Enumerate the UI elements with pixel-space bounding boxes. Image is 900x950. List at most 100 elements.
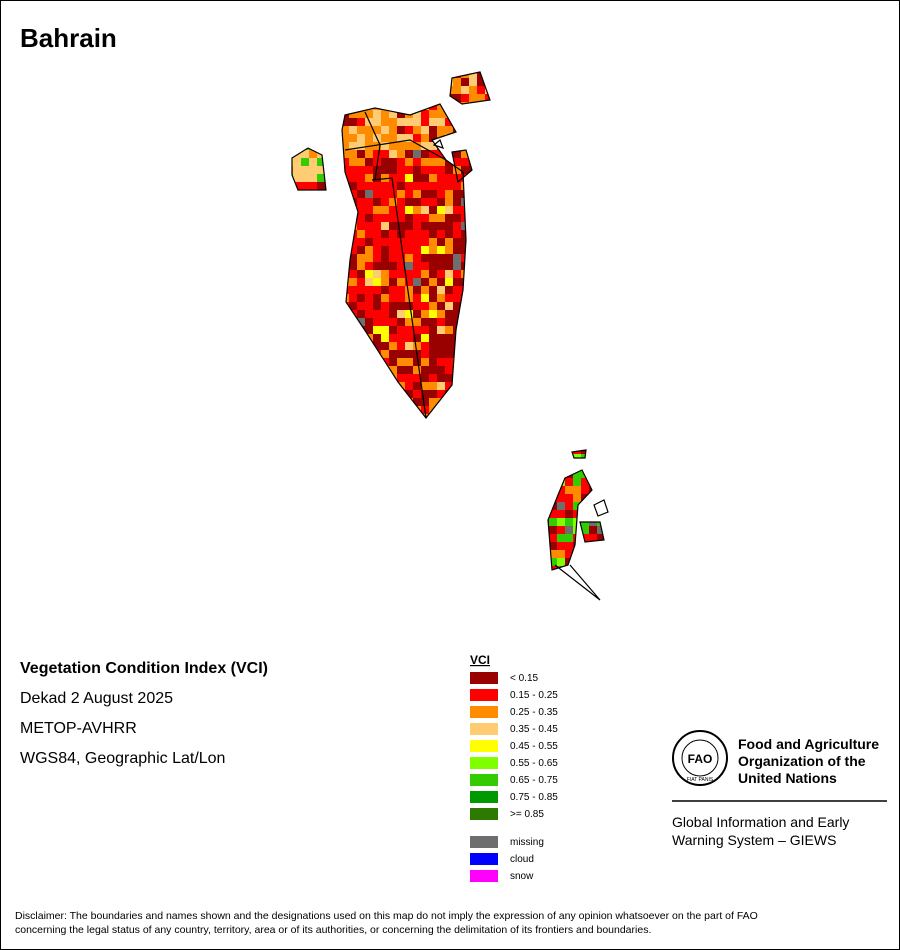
- raster-cell: [397, 142, 405, 150]
- raster-cell: [461, 94, 469, 102]
- legend-swatch: [470, 836, 498, 848]
- raster-cell: [453, 246, 461, 254]
- raster-cell: [421, 262, 429, 270]
- raster-cell: [365, 310, 373, 318]
- raster-cell: [413, 302, 421, 310]
- raster-cell: [413, 110, 421, 118]
- raster-cell: [365, 318, 373, 326]
- raster-cell: [357, 246, 365, 254]
- raster-cell: [397, 334, 405, 342]
- raster-cell: [405, 126, 413, 134]
- raster-cell: [389, 238, 397, 246]
- fao-logo: FAO FIAT PANIS: [672, 730, 728, 786]
- raster-cell: [397, 366, 405, 374]
- raster-cell: [381, 190, 389, 198]
- raster-cell: [365, 134, 373, 142]
- raster-cell: [429, 198, 437, 206]
- raster-cell: [437, 358, 445, 366]
- raster-cell: [445, 270, 453, 278]
- raster-cell: [405, 134, 413, 142]
- raster-cell: [357, 230, 365, 238]
- raster-cell: [373, 318, 381, 326]
- raster-cell: [453, 94, 461, 102]
- raster-cell: [437, 206, 445, 214]
- raster-cell: [413, 270, 421, 278]
- raster-cell: [349, 262, 357, 270]
- raster-cell: [437, 326, 445, 334]
- legend-swatch: [470, 808, 498, 820]
- raster-cell: [381, 214, 389, 222]
- raster-cell: [373, 278, 381, 286]
- raster-cell: [309, 166, 317, 174]
- raster-cell: [357, 222, 365, 230]
- raster-cell: [413, 390, 421, 398]
- info-block: Vegetation Condition Index (VCI) Dekad 2 …: [20, 660, 268, 767]
- raster-cell: [429, 126, 437, 134]
- raster-cell: [429, 390, 437, 398]
- raster-cell: [429, 302, 437, 310]
- raster-cell: [365, 182, 373, 190]
- raster-cell: [445, 302, 453, 310]
- legend-swatch: [470, 723, 498, 735]
- raster-cell: [405, 350, 413, 358]
- info-line: METOP-AVHRR: [20, 720, 137, 737]
- raster-cell: [549, 550, 557, 558]
- raster-cell: [429, 206, 437, 214]
- raster-cell: [341, 150, 349, 158]
- legend: < 0.15 0.15 - 0.25 0.25 - 0.35 0.35 - 0.45 0…: [470, 672, 558, 882]
- raster-cell: [301, 174, 309, 182]
- raster-cell: [381, 126, 389, 134]
- raster-cell: [389, 342, 397, 350]
- raster-cell: [445, 118, 453, 126]
- raster-cell: [357, 174, 365, 182]
- raster-cell: [429, 150, 437, 158]
- raster-cell: [357, 110, 365, 118]
- raster-cell: [429, 118, 437, 126]
- raster-cell: [405, 270, 413, 278]
- legend-label: 0.65 - 0.75: [510, 775, 558, 786]
- raster-cell: [373, 198, 381, 206]
- raster-cell: [365, 166, 373, 174]
- raster-cell: [317, 182, 325, 190]
- raster-cell: [397, 198, 405, 206]
- raster-cell: [429, 110, 437, 118]
- raster-cell: [389, 278, 397, 286]
- raster-cell: [461, 166, 469, 174]
- raster-cell: [349, 150, 357, 158]
- raster-cell: [589, 526, 597, 534]
- disclaimer-line: Disclaimer: The boundaries and names sho…: [15, 910, 758, 922]
- raster-cell: [357, 270, 365, 278]
- raster-cell: [405, 318, 413, 326]
- raster-cell: [421, 286, 429, 294]
- raster-cell: [349, 134, 357, 142]
- raster-cell: [317, 174, 325, 182]
- raster-cell: [293, 166, 301, 174]
- raster-cell: [421, 270, 429, 278]
- raster-cell: [405, 358, 413, 366]
- raster-cell: [389, 118, 397, 126]
- raster-cell: [365, 222, 373, 230]
- raster-cell: [405, 158, 413, 166]
- raster-cell: [565, 534, 573, 542]
- raster-cell: [301, 182, 309, 190]
- raster-cell: [421, 390, 429, 398]
- raster-cell: [413, 222, 421, 230]
- raster-cell: [445, 214, 453, 222]
- raster-cell: [381, 310, 389, 318]
- raster-cell: [413, 158, 421, 166]
- raster-cell: [389, 222, 397, 230]
- raster-cell: [421, 182, 429, 190]
- raster-cell: [405, 374, 413, 382]
- raster-cell: [405, 366, 413, 374]
- raster-cell: [413, 310, 421, 318]
- raster-cell: [453, 262, 461, 270]
- raster-cell: [429, 182, 437, 190]
- raster-cell: [581, 486, 589, 494]
- raster-cell: [453, 286, 461, 294]
- raster-cell: [389, 110, 397, 118]
- raster-cell: [437, 222, 445, 230]
- raster-cell: [349, 174, 357, 182]
- raster-cell: [397, 310, 405, 318]
- raster-cell: [461, 238, 469, 246]
